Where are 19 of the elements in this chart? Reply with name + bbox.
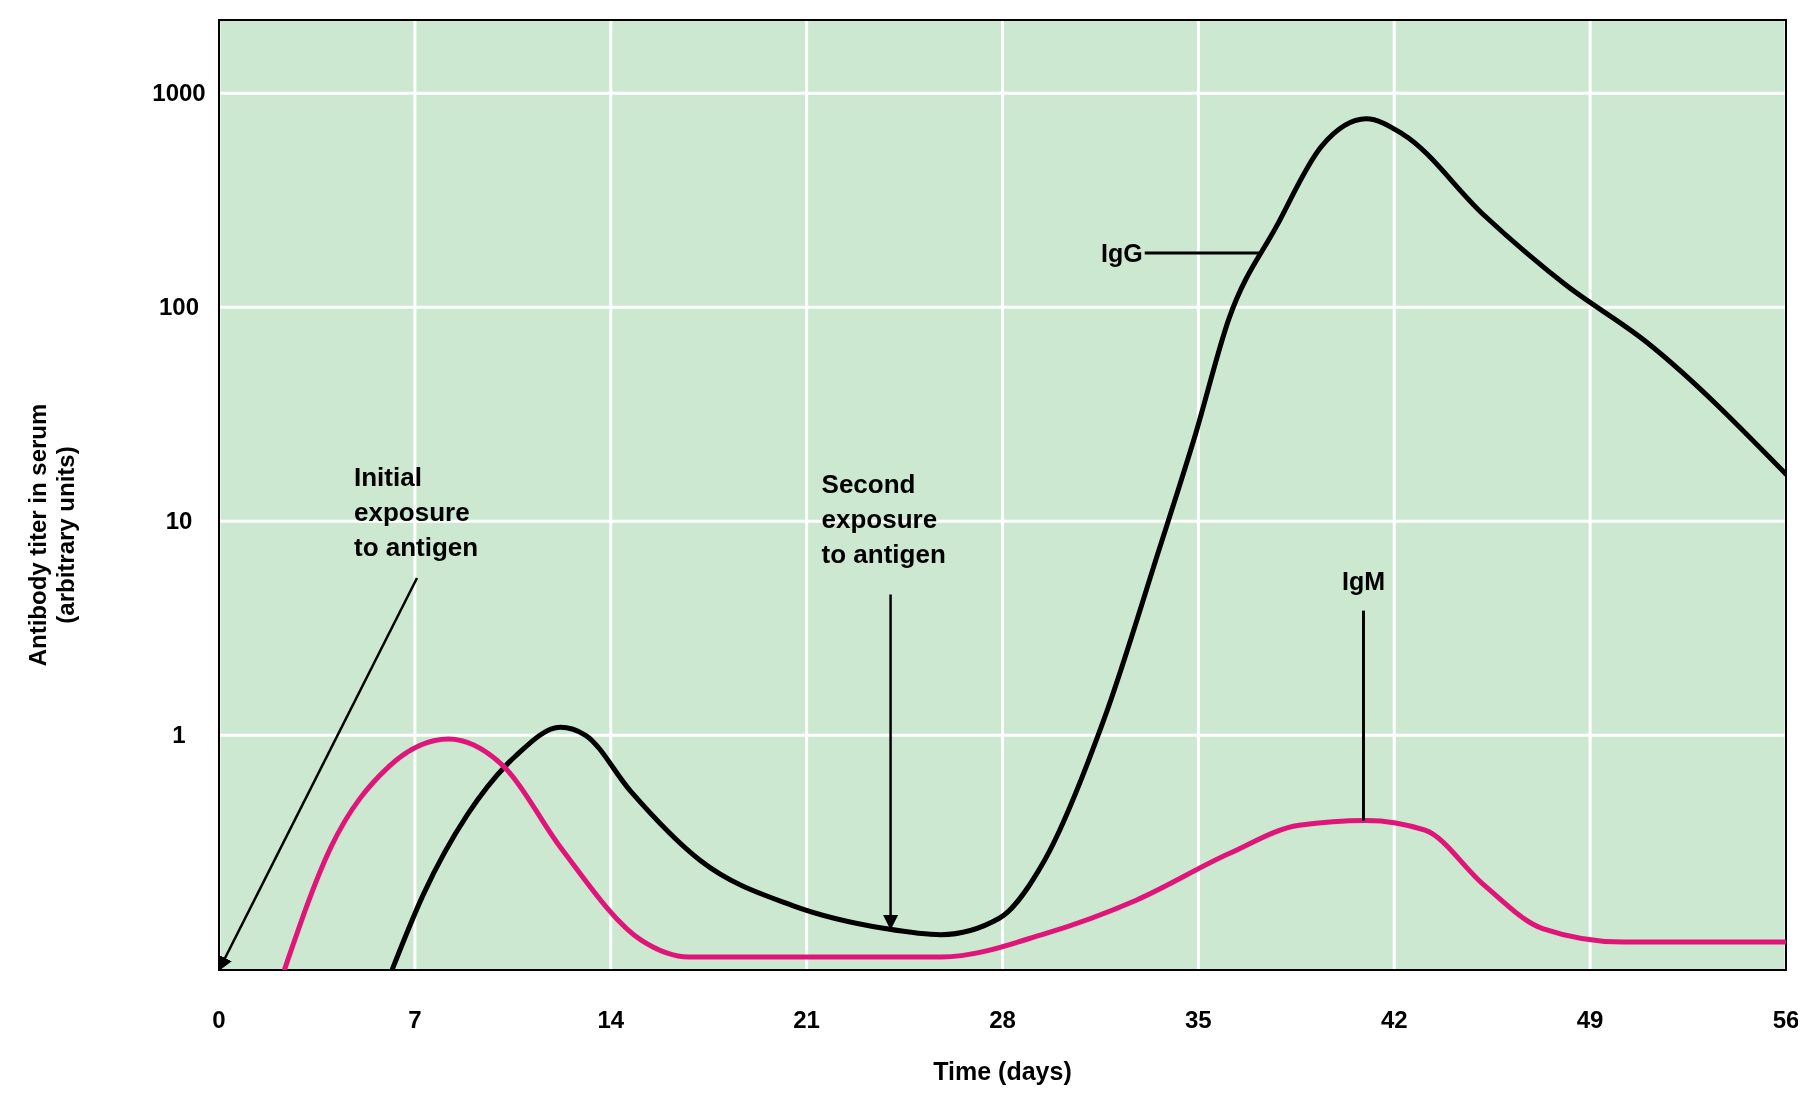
x-tick-label: 14 [597,1006,625,1033]
y-tick-label: 10 [165,507,193,535]
y-tick-label: 1 [172,721,186,749]
x-tick-label: 56 [1772,1006,1800,1033]
x-tick-label: 7 [408,1006,422,1033]
x-tick-label: 42 [1380,1006,1408,1033]
y-axis-title: Antibody titer in serum (arbitrary units) [24,403,79,667]
y-tick-label: 1000 [152,79,206,107]
annotation: Second exposure to antigen [821,468,946,569]
x-tick-label: 0 [212,1006,226,1033]
x-tick-label: 49 [1576,1006,1604,1033]
text: IgM [1341,566,1385,595]
x-tick-label: 28 [989,1006,1016,1033]
x-axis-title: Time (days) [933,1057,1072,1085]
y-tick-label: 100 [158,293,200,321]
x-tick-label: 35 [1185,1006,1212,1033]
x-tick-label: 21 [793,1006,820,1033]
legend-label: IgG [1101,239,1143,268]
annotation: Initial exposure to antigen [354,462,479,562]
